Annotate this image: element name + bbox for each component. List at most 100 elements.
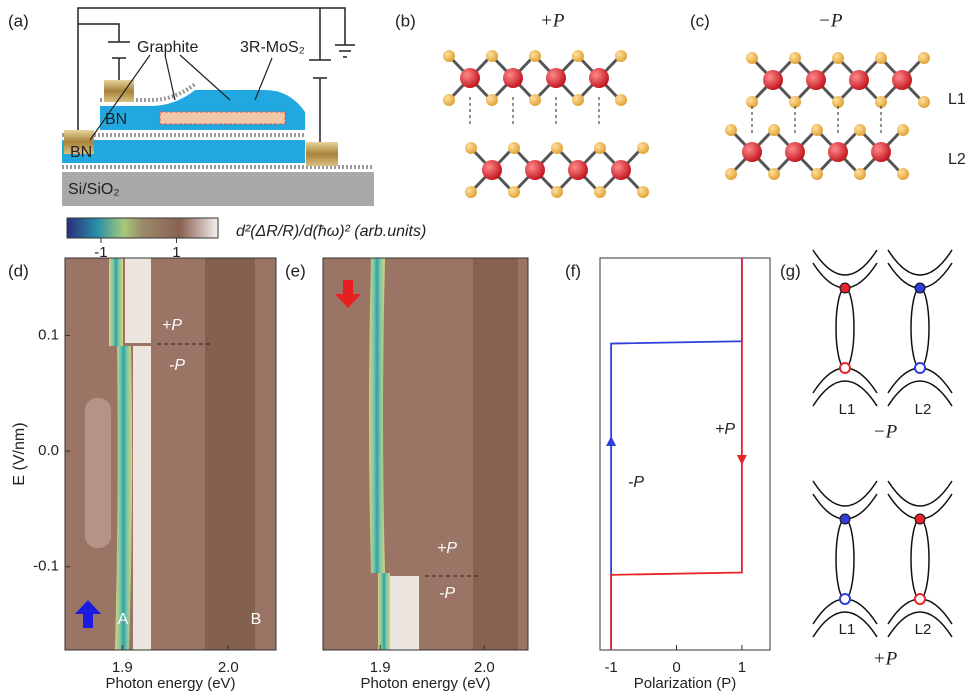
exciton-loop bbox=[911, 519, 929, 599]
mos2-layer bbox=[160, 112, 285, 124]
atom-s bbox=[615, 50, 627, 62]
electron bbox=[915, 283, 925, 293]
polarization-curve bbox=[611, 258, 742, 650]
exciton-loop bbox=[836, 288, 854, 368]
layer-label: L1 bbox=[839, 401, 856, 418]
device-schematic: Graphite 3R-MoS₂ BN BN Si/SiO₂ bbox=[62, 8, 374, 206]
atom-s bbox=[789, 52, 801, 64]
atom-s bbox=[594, 186, 606, 198]
stripe bbox=[115, 346, 132, 650]
atom-s bbox=[918, 96, 930, 108]
atom-s bbox=[594, 142, 606, 154]
polarization-curve bbox=[611, 258, 742, 650]
band bbox=[813, 250, 877, 275]
atom-mo bbox=[806, 70, 826, 90]
atom-mo bbox=[611, 160, 631, 180]
x-tick-label: 1.9 bbox=[370, 659, 391, 676]
exciton-loop bbox=[911, 288, 929, 368]
hole bbox=[840, 363, 850, 373]
atom-s bbox=[443, 50, 455, 62]
heatmaps: 1.92.00.10.0-0.1Photon energy (eV)E (V/n… bbox=[11, 258, 528, 692]
atom-s bbox=[811, 168, 823, 180]
annotation: +P bbox=[162, 317, 182, 334]
annotation: +P bbox=[715, 421, 735, 438]
atom-s bbox=[551, 186, 563, 198]
atom-s bbox=[486, 50, 498, 62]
light-band bbox=[389, 576, 419, 650]
atom-s bbox=[897, 168, 909, 180]
atom-s bbox=[875, 52, 887, 64]
atom-mo bbox=[742, 142, 762, 162]
layer-label: L2 bbox=[948, 151, 966, 168]
atom-s bbox=[508, 186, 520, 198]
stripe bbox=[369, 258, 385, 573]
atom-s bbox=[465, 186, 477, 198]
panel-label: (f) bbox=[565, 261, 581, 280]
atom-s bbox=[572, 50, 584, 62]
figure: Graphite 3R-MoS₂ BN BN Si/SiO₂ +P −P L1 … bbox=[0, 0, 974, 694]
colorbar-tick-label: 1 bbox=[172, 244, 180, 261]
atom-mo bbox=[546, 68, 566, 88]
light-band bbox=[125, 258, 151, 343]
atom-mo bbox=[525, 160, 545, 180]
light-region bbox=[85, 398, 111, 548]
x-tick-label: 2.0 bbox=[474, 659, 495, 676]
atom-s bbox=[615, 94, 627, 106]
atom-mo bbox=[589, 68, 609, 88]
layer-label: L2 bbox=[915, 621, 932, 638]
colorbar-label: d²(ΔR/R)/d(ħω)² (arb.units) bbox=[236, 223, 426, 240]
atom-mo bbox=[849, 70, 869, 90]
arrow-head bbox=[606, 436, 616, 446]
annotation: B bbox=[251, 611, 262, 628]
atom-s bbox=[918, 52, 930, 64]
hole bbox=[840, 594, 850, 604]
atom-s bbox=[443, 94, 455, 106]
label: Graphite bbox=[137, 39, 198, 56]
stripe bbox=[378, 573, 390, 650]
state-label: −P bbox=[873, 421, 898, 442]
atom-mo bbox=[568, 160, 588, 180]
atom-s bbox=[529, 50, 541, 62]
panel-label: (g) bbox=[780, 261, 801, 280]
atom-s bbox=[832, 52, 844, 64]
band bbox=[888, 481, 952, 506]
y-axis-label: E (V/nm) bbox=[11, 422, 28, 485]
band bbox=[888, 250, 952, 275]
atom-s bbox=[529, 94, 541, 106]
x-tick-label: 1.9 bbox=[112, 659, 133, 676]
atom-s bbox=[854, 168, 866, 180]
x-tick-label: 0 bbox=[672, 659, 680, 676]
atom-s bbox=[465, 142, 477, 154]
electron bbox=[840, 283, 850, 293]
label: BN bbox=[105, 111, 127, 128]
atom-s bbox=[725, 168, 737, 180]
panel-label: (e) bbox=[285, 261, 306, 280]
light-band bbox=[133, 346, 151, 650]
contact bbox=[306, 142, 338, 166]
x-tick-label: -1 bbox=[604, 659, 617, 676]
label: BN bbox=[70, 144, 92, 161]
layer-label: L1 bbox=[839, 621, 856, 638]
y-tick-label: 0.1 bbox=[38, 326, 59, 343]
atom-mo bbox=[785, 142, 805, 162]
atom-s bbox=[572, 94, 584, 106]
colorbar bbox=[67, 218, 218, 238]
atom-s bbox=[768, 124, 780, 136]
hole bbox=[915, 594, 925, 604]
atom-mo bbox=[828, 142, 848, 162]
layer-label: L1 bbox=[948, 91, 966, 108]
x-axis-label: Photon energy (eV) bbox=[360, 675, 490, 692]
atom-mo bbox=[892, 70, 912, 90]
x-tick-label: 1 bbox=[738, 659, 746, 676]
structure-title: +P bbox=[540, 10, 565, 31]
atom-s bbox=[486, 94, 498, 106]
atom-mo bbox=[763, 70, 783, 90]
x-tick-label: 2.0 bbox=[218, 659, 239, 676]
panel-label: (b) bbox=[395, 11, 416, 30]
state-label: +P bbox=[873, 648, 898, 669]
atom-mo bbox=[482, 160, 502, 180]
atom-mo bbox=[503, 68, 523, 88]
structure-title: −P bbox=[818, 10, 843, 31]
atom-mo bbox=[871, 142, 891, 162]
band bbox=[813, 481, 877, 506]
